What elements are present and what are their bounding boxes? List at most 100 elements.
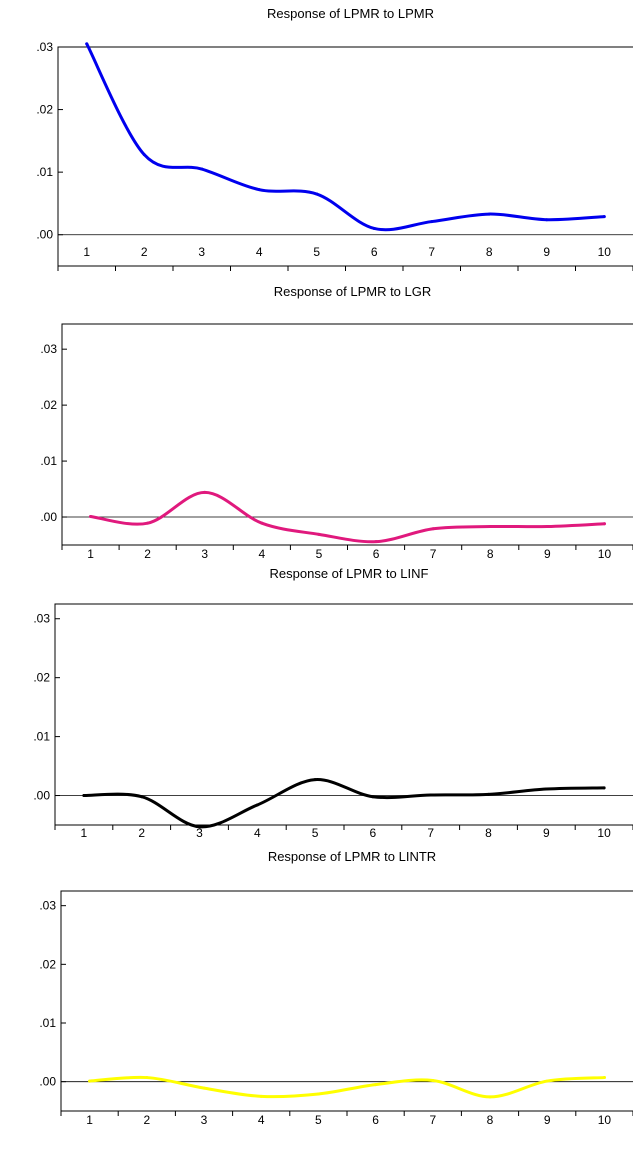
x-tick-label: 7 <box>427 826 434 840</box>
data-point <box>140 795 144 799</box>
x-tick-label: 9 <box>543 245 550 259</box>
chart-panel-3: Response of LPMR to LINF .00 .01 .02 .03 1 2 3 4… <box>33 566 633 840</box>
y-tick-label: .03 <box>33 612 50 626</box>
data-point <box>85 42 89 46</box>
x-tick-label: 2 <box>141 245 148 259</box>
x-tick-label: 3 <box>198 245 205 259</box>
x-tick-label: 5 <box>313 245 320 259</box>
x-tick-label: 4 <box>258 1113 265 1127</box>
x-tick-label: 2 <box>143 1113 150 1127</box>
response-line <box>82 778 606 829</box>
data-point <box>487 792 490 796</box>
data-point <box>544 787 548 791</box>
data-point <box>89 514 93 518</box>
data-point <box>545 1079 549 1083</box>
chart-title: Response of LPMR to LGR <box>274 284 432 299</box>
y-tick-label: .01 <box>33 730 50 744</box>
data-point <box>142 153 146 157</box>
chart-panel-2: Response of LPMR to LGR .00 .01 .02 .03 1 2 3 4 5… <box>40 284 633 561</box>
plot-frame <box>54 603 633 826</box>
x-tick-label: 1 <box>87 547 94 561</box>
x-tick-label: 9 <box>544 547 551 561</box>
x-tick-label: 10 <box>598 1113 612 1127</box>
x-tick-label: 10 <box>598 245 612 259</box>
response-line <box>89 490 606 544</box>
x-tick-label: 5 <box>315 1113 322 1127</box>
data-point <box>82 794 86 798</box>
x-tick-label: 2 <box>138 826 145 840</box>
data-point <box>602 786 606 790</box>
y-tick-label: .00 <box>33 789 50 803</box>
data-point <box>545 525 549 529</box>
x-tick-label: 4 <box>259 547 266 561</box>
x-tick-label: 2 <box>144 547 151 561</box>
x-tick-label: 3 <box>201 547 208 561</box>
x-tick-label: 1 <box>83 245 90 259</box>
y-tick-label: .02 <box>39 957 56 971</box>
data-point <box>260 521 264 525</box>
data-point <box>488 525 492 529</box>
data-point <box>316 1092 320 1096</box>
data-point <box>372 226 376 230</box>
x-tick-label: 6 <box>370 826 377 840</box>
data-point <box>198 825 201 829</box>
data-point <box>203 490 207 494</box>
data-point <box>374 1083 378 1087</box>
data-point <box>487 212 491 216</box>
x-tick-label: 1 <box>81 826 88 840</box>
data-point <box>602 1076 606 1080</box>
x-tick-label: 10 <box>598 547 612 561</box>
data-point <box>431 1078 435 1082</box>
data-point <box>257 188 261 192</box>
data-point <box>429 793 433 797</box>
y-tick-label: .01 <box>40 454 57 468</box>
x-tick-label: 8 <box>485 826 492 840</box>
y-tick-label: .00 <box>36 228 53 242</box>
y-tick-label: .02 <box>36 103 53 117</box>
data-point <box>488 1095 492 1099</box>
x-tick-label: 10 <box>597 826 611 840</box>
data-point <box>371 795 375 799</box>
chart-title: Response of LPMR to LINTR <box>268 849 436 864</box>
data-point <box>315 192 319 196</box>
x-tick-label: 8 <box>487 547 494 561</box>
chart-panel-1: Response of LPMR to LPMR .00 .01 .02 .03 1 2 3 4… <box>36 6 633 271</box>
response-line <box>85 42 606 232</box>
y-tick-label: .03 <box>36 40 53 54</box>
y-tick-label: .02 <box>33 671 50 685</box>
data-point <box>313 778 317 782</box>
x-tick-label: 7 <box>429 1113 436 1127</box>
data-point <box>146 521 150 525</box>
data-point <box>145 1076 149 1080</box>
data-point <box>602 522 606 526</box>
data-point <box>374 540 378 544</box>
x-tick-label: 1 <box>86 1113 93 1127</box>
x-tick-label: 3 <box>201 1113 208 1127</box>
x-tick-label: 6 <box>371 245 378 259</box>
y-tick-label: .03 <box>40 342 57 356</box>
x-tick-label: 5 <box>316 547 323 561</box>
chart-title: Response of LPMR to LINF <box>270 566 429 581</box>
data-point <box>545 218 549 222</box>
y-tick-label: .01 <box>39 1016 56 1030</box>
data-point <box>602 215 606 219</box>
x-tick-label: 5 <box>312 826 319 840</box>
response-line <box>88 1075 606 1099</box>
data-point <box>431 527 435 531</box>
chart-panel-4: Response of LPMR to LINTR .00 .01 .02 .03 1 2 3… <box>39 849 633 1127</box>
data-point <box>202 1086 206 1090</box>
data-point <box>255 803 259 807</box>
y-tick-label: .01 <box>36 165 53 179</box>
data-point <box>88 1079 92 1083</box>
data-point <box>317 532 321 536</box>
x-tick-label: 9 <box>543 826 550 840</box>
x-tick-label: 9 <box>544 1113 551 1127</box>
data-point <box>259 1094 263 1098</box>
data-point <box>430 220 434 224</box>
x-tick-label: 6 <box>372 1113 379 1127</box>
x-tick-label: 8 <box>486 245 493 259</box>
x-tick-label: 4 <box>254 826 261 840</box>
x-tick-label: 6 <box>373 547 380 561</box>
x-tick-label: 7 <box>430 547 437 561</box>
